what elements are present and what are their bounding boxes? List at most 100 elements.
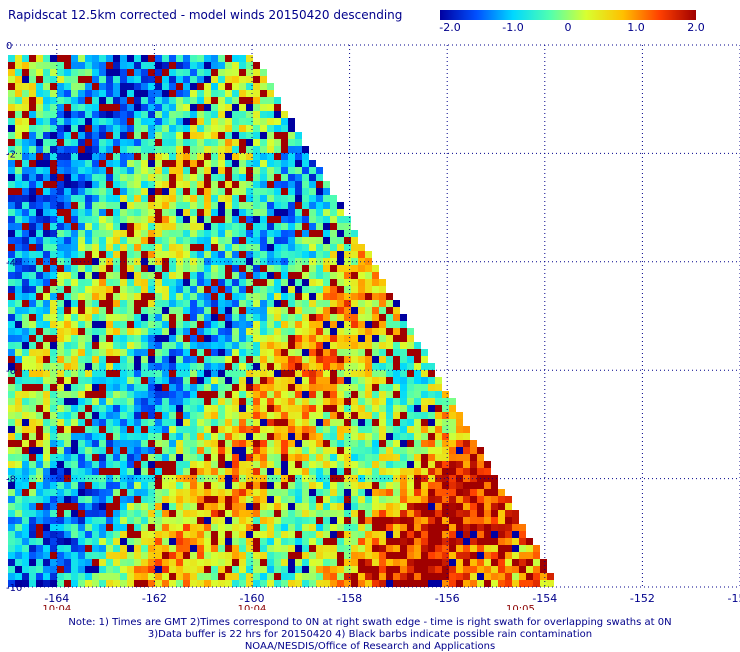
heatmap-cell bbox=[71, 237, 78, 244]
heatmap-cell bbox=[288, 566, 295, 573]
heatmap-cell bbox=[71, 447, 78, 454]
heatmap-cell bbox=[190, 76, 197, 83]
heatmap-cell bbox=[232, 566, 239, 573]
heatmap-cell bbox=[211, 293, 218, 300]
heatmap-cell bbox=[232, 223, 239, 230]
heatmap-cell bbox=[428, 573, 435, 580]
heatmap-cell bbox=[99, 377, 106, 384]
heatmap-cell bbox=[470, 447, 477, 454]
heatmap-cell bbox=[113, 510, 120, 517]
heatmap-cell bbox=[50, 426, 57, 433]
heatmap-cell bbox=[162, 363, 169, 370]
heatmap-cell bbox=[15, 363, 22, 370]
heatmap-cell bbox=[85, 349, 92, 356]
heatmap-cell bbox=[337, 426, 344, 433]
heatmap-cell bbox=[162, 391, 169, 398]
heatmap-cell bbox=[106, 230, 113, 237]
heatmap-cell bbox=[281, 377, 288, 384]
heatmap-cell bbox=[127, 300, 134, 307]
heatmap-cell bbox=[71, 216, 78, 223]
heatmap-cell bbox=[456, 531, 463, 538]
heatmap-cell bbox=[421, 580, 428, 587]
heatmap-cell bbox=[183, 475, 190, 482]
heatmap-cell bbox=[477, 552, 484, 559]
heatmap-cell bbox=[176, 405, 183, 412]
heatmap-cell bbox=[330, 195, 337, 202]
heatmap-cell bbox=[190, 195, 197, 202]
heatmap-cell bbox=[267, 482, 274, 489]
heatmap-cell bbox=[190, 440, 197, 447]
heatmap-cell bbox=[225, 328, 232, 335]
heatmap-cell bbox=[15, 517, 22, 524]
heatmap-cell bbox=[92, 258, 99, 265]
heatmap-cell bbox=[260, 447, 267, 454]
heatmap-cell bbox=[134, 153, 141, 160]
heatmap-cell bbox=[358, 475, 365, 482]
heatmap-cell bbox=[211, 69, 218, 76]
heatmap-cell bbox=[85, 216, 92, 223]
heatmap-cell bbox=[225, 104, 232, 111]
heatmap-cell bbox=[43, 307, 50, 314]
heatmap-cell bbox=[225, 167, 232, 174]
heatmap-cell bbox=[50, 461, 57, 468]
heatmap-cell bbox=[106, 55, 113, 62]
heatmap-cell bbox=[505, 552, 512, 559]
heatmap-cell bbox=[344, 272, 351, 279]
heatmap-cell bbox=[225, 468, 232, 475]
heatmap-cell bbox=[260, 545, 267, 552]
heatmap-cell bbox=[267, 349, 274, 356]
heatmap-cell bbox=[260, 223, 267, 230]
heatmap-cell bbox=[365, 412, 372, 419]
heatmap-cell bbox=[22, 335, 29, 342]
heatmap-cell bbox=[218, 244, 225, 251]
heatmap-cell bbox=[141, 223, 148, 230]
heatmap-cell bbox=[379, 286, 386, 293]
heatmap-cell bbox=[225, 97, 232, 104]
heatmap-cell bbox=[316, 314, 323, 321]
heatmap-cell bbox=[281, 237, 288, 244]
heatmap-cell bbox=[183, 111, 190, 118]
heatmap-cell bbox=[190, 132, 197, 139]
heatmap-cell bbox=[169, 97, 176, 104]
heatmap-cell bbox=[155, 524, 162, 531]
heatmap-cell bbox=[428, 496, 435, 503]
heatmap-cell bbox=[85, 83, 92, 90]
heatmap-cell bbox=[302, 447, 309, 454]
heatmap-cell bbox=[330, 391, 337, 398]
heatmap-cell bbox=[477, 531, 484, 538]
heatmap-cell bbox=[22, 419, 29, 426]
heatmap-cell bbox=[351, 356, 358, 363]
heatmap-cell bbox=[288, 391, 295, 398]
heatmap-cell bbox=[197, 447, 204, 454]
heatmap-cell bbox=[253, 195, 260, 202]
heatmap-cell bbox=[155, 76, 162, 83]
heatmap-cell bbox=[204, 153, 211, 160]
heatmap-cell bbox=[197, 419, 204, 426]
heatmap-cell bbox=[71, 181, 78, 188]
heatmap-cell bbox=[435, 482, 442, 489]
heatmap-cell bbox=[316, 489, 323, 496]
heatmap-cell bbox=[141, 552, 148, 559]
heatmap-cell bbox=[491, 489, 498, 496]
heatmap-cell bbox=[218, 153, 225, 160]
heatmap-cell bbox=[456, 440, 463, 447]
heatmap-cell bbox=[316, 377, 323, 384]
heatmap-cell bbox=[22, 461, 29, 468]
heatmap-cell bbox=[239, 454, 246, 461]
heatmap-cell bbox=[267, 209, 274, 216]
heatmap-cell bbox=[232, 132, 239, 139]
heatmap-cell bbox=[64, 132, 71, 139]
heatmap-cell bbox=[141, 286, 148, 293]
heatmap-cell bbox=[190, 454, 197, 461]
heatmap-cell bbox=[316, 419, 323, 426]
heatmap-cell bbox=[379, 510, 386, 517]
colorbar-tick: -1.0 bbox=[502, 21, 524, 34]
heatmap-cell bbox=[99, 314, 106, 321]
heatmap-cell bbox=[309, 314, 316, 321]
heatmap-cell bbox=[141, 510, 148, 517]
heatmap-cell bbox=[92, 125, 99, 132]
heatmap-cell bbox=[204, 335, 211, 342]
heatmap-cell bbox=[71, 412, 78, 419]
heatmap-cell bbox=[127, 223, 134, 230]
heatmap-cell bbox=[106, 146, 113, 153]
